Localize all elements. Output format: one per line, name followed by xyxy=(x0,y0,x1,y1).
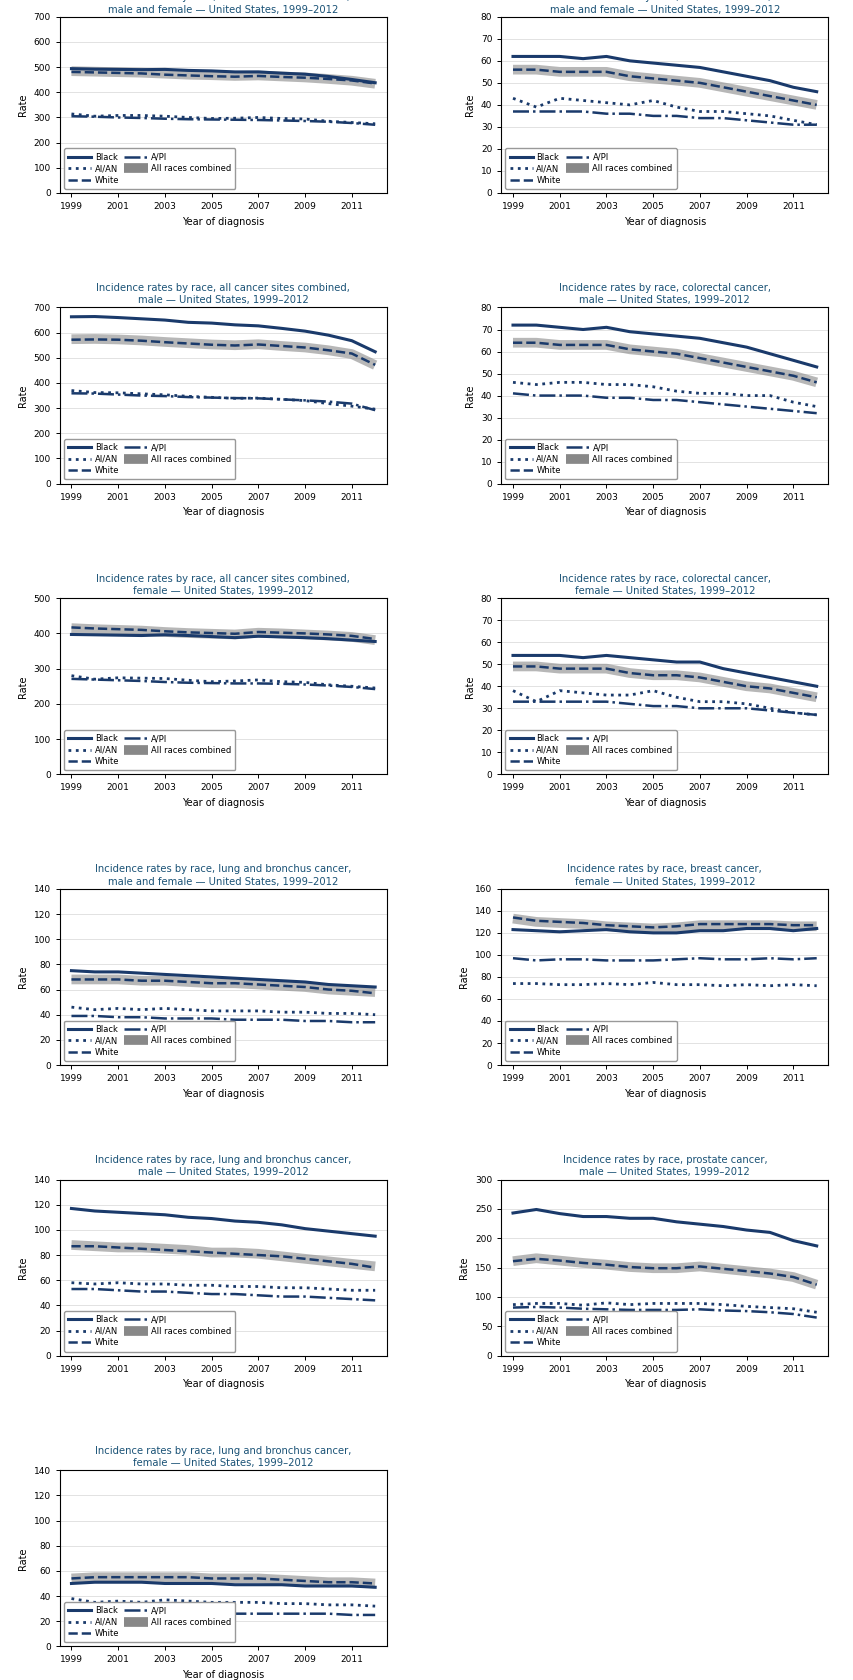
Y-axis label: Rate: Rate xyxy=(465,385,474,407)
Y-axis label: Rate: Rate xyxy=(18,1257,28,1278)
X-axis label: Year of diagnosis: Year of diagnosis xyxy=(623,1379,705,1389)
Title: Incidence rates by race, all cancer sites combined,
female — United States, 1999: Incidence rates by race, all cancer site… xyxy=(96,573,350,596)
Y-axis label: Rate: Rate xyxy=(465,94,474,116)
X-axis label: Year of diagnosis: Year of diagnosis xyxy=(182,798,264,808)
Y-axis label: Rate: Rate xyxy=(18,1547,28,1569)
Legend: Black, AI/AN, White, A/PI, All races combined: Black, AI/AN, White, A/PI, All races com… xyxy=(64,1603,235,1643)
X-axis label: Year of diagnosis: Year of diagnosis xyxy=(623,798,705,808)
Legend: Black, AI/AN, White, A/PI, All races combined: Black, AI/AN, White, A/PI, All races com… xyxy=(64,148,235,188)
Legend: Black, AI/AN, White, A/PI, All races combined: Black, AI/AN, White, A/PI, All races com… xyxy=(505,1020,676,1060)
Title: Incidence rates by race, colorectal cancer,
male — United States, 1999–2012: Incidence rates by race, colorectal canc… xyxy=(558,282,770,306)
Title: Incidence rates by race, lung and bronchus cancer,
male and female — United Stat: Incidence rates by race, lung and bronch… xyxy=(95,864,351,887)
Title: Incidence rates by race, colorectal cancer,
male and female — United States, 199: Incidence rates by race, colorectal canc… xyxy=(549,0,779,15)
Legend: Black, AI/AN, White, A/PI, All races combined: Black, AI/AN, White, A/PI, All races com… xyxy=(64,438,235,479)
Y-axis label: Rate: Rate xyxy=(18,966,28,988)
X-axis label: Year of diagnosis: Year of diagnosis xyxy=(623,1089,705,1099)
Y-axis label: Rate: Rate xyxy=(18,675,28,697)
X-axis label: Year of diagnosis: Year of diagnosis xyxy=(182,217,264,227)
Y-axis label: Rate: Rate xyxy=(459,1257,469,1278)
Title: Incidence rates by race, lung and bronchus cancer,
female — United States, 1999–: Incidence rates by race, lung and bronch… xyxy=(95,1446,351,1468)
Title: Incidence rates by race, all cancer sites combined,
male and female — United Sta: Incidence rates by race, all cancer site… xyxy=(96,0,350,15)
Legend: Black, AI/AN, White, A/PI, All races combined: Black, AI/AN, White, A/PI, All races com… xyxy=(64,729,235,769)
Y-axis label: Rate: Rate xyxy=(18,94,28,116)
X-axis label: Year of diagnosis: Year of diagnosis xyxy=(623,217,705,227)
X-axis label: Year of diagnosis: Year of diagnosis xyxy=(182,1670,264,1680)
Title: Incidence rates by race, all cancer sites combined,
male — United States, 1999–2: Incidence rates by race, all cancer site… xyxy=(96,282,350,306)
X-axis label: Year of diagnosis: Year of diagnosis xyxy=(182,507,264,517)
Y-axis label: Rate: Rate xyxy=(465,675,474,697)
X-axis label: Year of diagnosis: Year of diagnosis xyxy=(623,507,705,517)
Legend: Black, AI/AN, White, A/PI, All races combined: Black, AI/AN, White, A/PI, All races com… xyxy=(64,1310,235,1351)
Legend: Black, AI/AN, White, A/PI, All races combined: Black, AI/AN, White, A/PI, All races com… xyxy=(505,1310,676,1351)
X-axis label: Year of diagnosis: Year of diagnosis xyxy=(182,1089,264,1099)
Title: Incidence rates by race, prostate cancer,
male — United States, 1999–2012: Incidence rates by race, prostate cancer… xyxy=(562,1154,766,1178)
Title: Incidence rates by race, lung and bronchus cancer,
male — United States, 1999–20: Incidence rates by race, lung and bronch… xyxy=(95,1154,351,1178)
Legend: Black, AI/AN, White, A/PI, All races combined: Black, AI/AN, White, A/PI, All races com… xyxy=(505,438,676,479)
X-axis label: Year of diagnosis: Year of diagnosis xyxy=(182,1379,264,1389)
Title: Incidence rates by race, breast cancer,
female — United States, 1999–2012: Incidence rates by race, breast cancer, … xyxy=(566,864,762,887)
Legend: Black, AI/AN, White, A/PI, All races combined: Black, AI/AN, White, A/PI, All races com… xyxy=(505,148,676,188)
Y-axis label: Rate: Rate xyxy=(18,385,28,407)
Legend: Black, AI/AN, White, A/PI, All races combined: Black, AI/AN, White, A/PI, All races com… xyxy=(505,729,676,769)
Title: Incidence rates by race, colorectal cancer,
female — United States, 1999–2012: Incidence rates by race, colorectal canc… xyxy=(558,573,770,596)
Y-axis label: Rate: Rate xyxy=(459,966,469,988)
Legend: Black, AI/AN, White, A/PI, All races combined: Black, AI/AN, White, A/PI, All races com… xyxy=(64,1020,235,1060)
